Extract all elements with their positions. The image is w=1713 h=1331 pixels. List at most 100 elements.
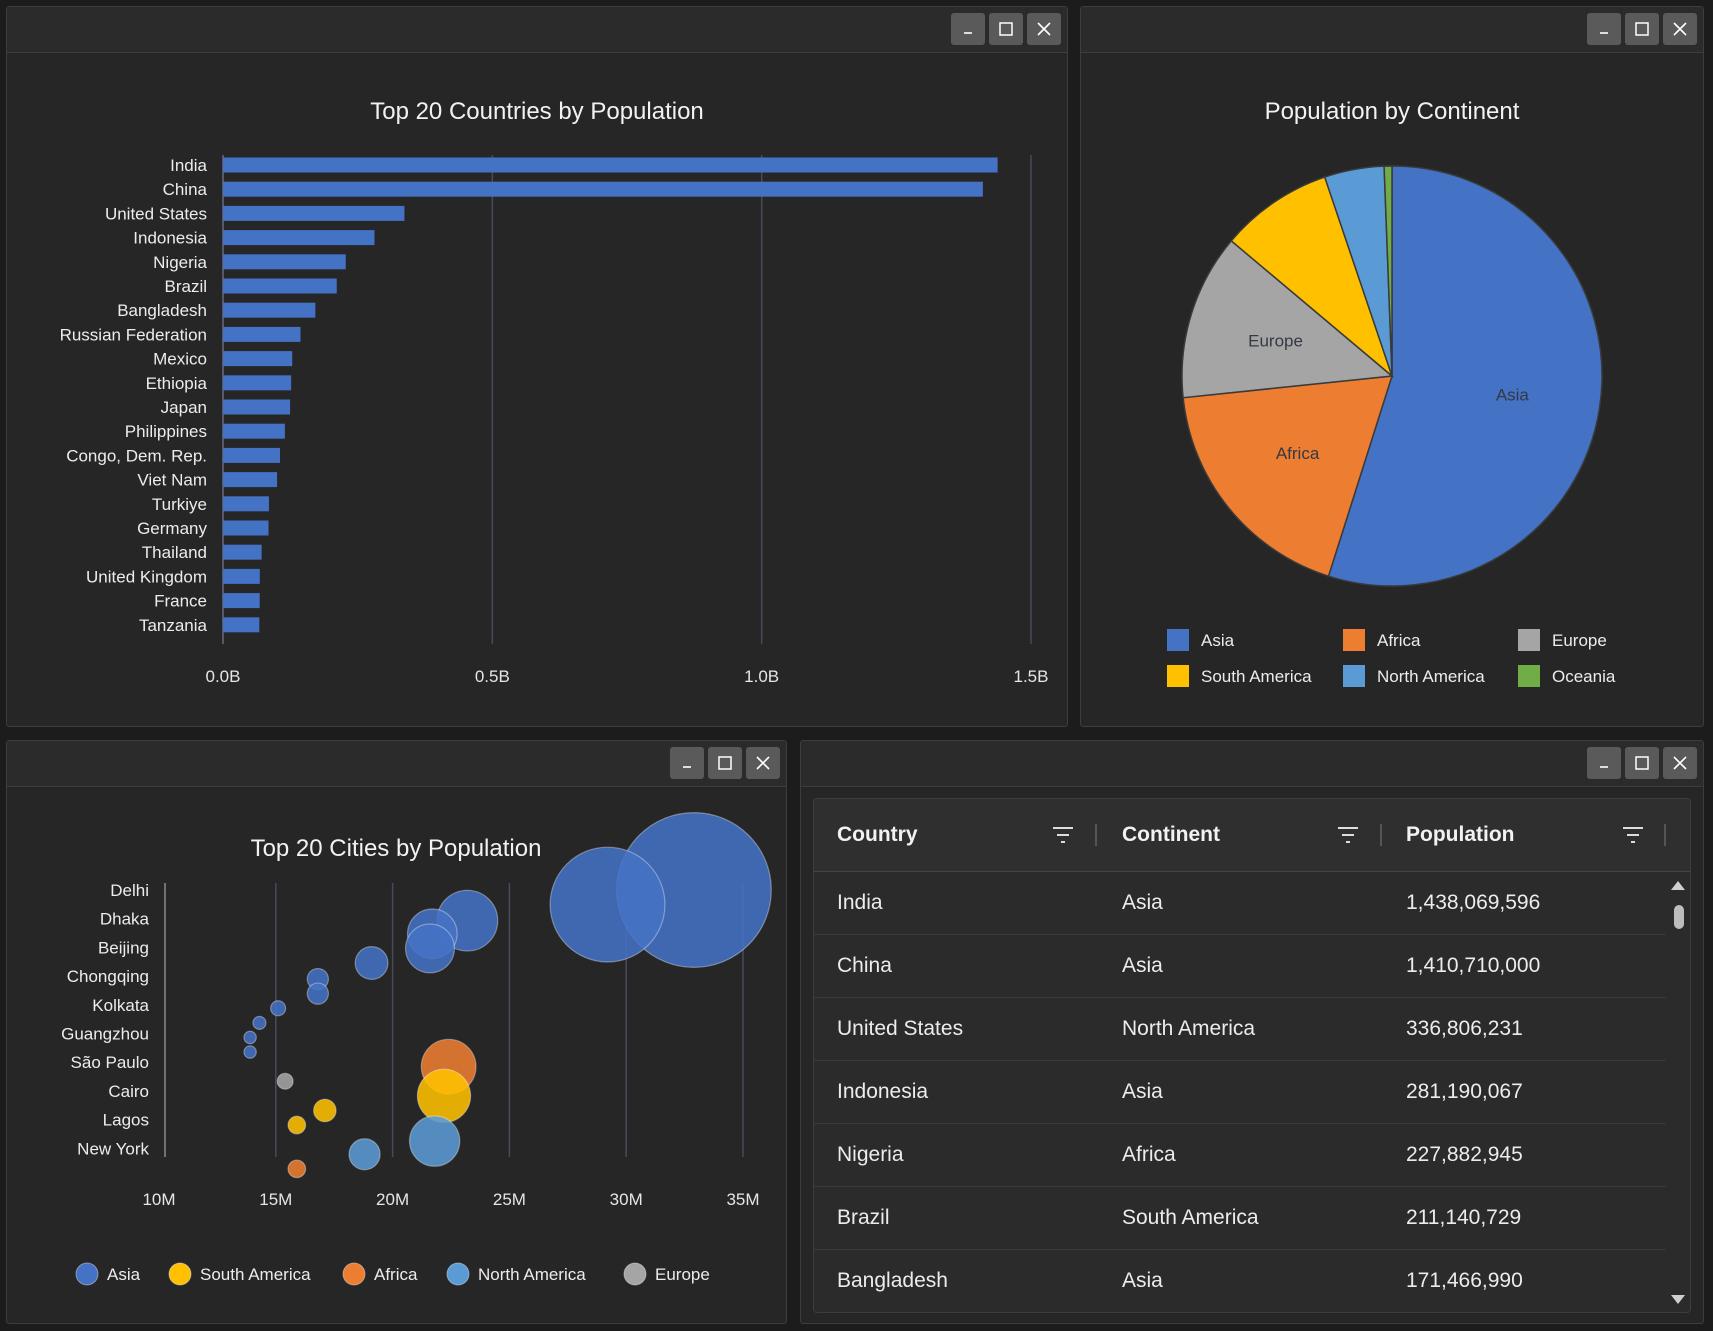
x-tick-label: 10M <box>142 1190 175 1209</box>
filter-icon[interactable] <box>1622 825 1644 845</box>
cell-continent: North America <box>1122 1017 1256 1040</box>
minimize-button[interactable] <box>1587 747 1621 779</box>
table-row[interactable]: India Asia 1,438,069,596 <box>814 872 1666 935</box>
y-tick-label: Chongqing <box>67 967 149 986</box>
panel-titlebar[interactable] <box>801 741 1703 787</box>
bar <box>223 472 278 488</box>
pie-slice <box>1383 165 1393 377</box>
legend-label: South America <box>1201 667 1312 686</box>
cell-population: 1,438,069,596 <box>1406 891 1541 914</box>
bar-chart: Top 20 Countries by Population 0.0B 0.5B 1… <box>60 98 1049 686</box>
minimize-icon <box>964 32 972 34</box>
y-tick-label: France <box>154 592 207 611</box>
legend-marker <box>446 1262 470 1286</box>
column-header-country[interactable]: Country <box>837 799 1097 871</box>
y-tick-label: Philippines <box>125 422 207 441</box>
table-row[interactable]: Bangladesh Asia 171,466,990 <box>814 1250 1666 1312</box>
cell-country: Nigeria <box>837 1143 904 1166</box>
y-tick-label: Ethiopia <box>146 374 208 393</box>
bar <box>223 447 280 463</box>
bar <box>223 326 301 342</box>
legend-label: Europe <box>655 1265 710 1284</box>
vertical-scrollbar[interactable] <box>1666 871 1690 1312</box>
column-resize-handle[interactable] <box>1664 824 1666 846</box>
close-icon <box>1673 756 1687 770</box>
minimize-button[interactable] <box>670 747 704 779</box>
column-resize-handle[interactable] <box>1095 824 1097 846</box>
x-tick-label: 25M <box>493 1190 526 1209</box>
table-row[interactable]: China Asia 1,410,710,000 <box>814 935 1666 998</box>
bar <box>223 351 293 367</box>
chart-title: Population by Continent <box>1265 98 1520 125</box>
bar <box>223 278 337 294</box>
table-row[interactable]: Indonesia Asia 281,190,067 <box>814 1061 1666 1124</box>
cell-continent: Asia <box>1122 1269 1163 1292</box>
legend-label: Europe <box>1552 631 1607 650</box>
y-tick-label: Russian Federation <box>60 325 207 344</box>
filter-icon[interactable] <box>1052 825 1074 845</box>
y-tick-label: Congo, Dem. Rep. <box>66 446 207 465</box>
close-button[interactable] <box>1027 13 1061 45</box>
table-row[interactable]: Brazil South America 211,140,729 <box>814 1187 1666 1250</box>
legend-marker <box>342 1262 366 1286</box>
close-button[interactable] <box>1663 13 1697 45</box>
column-header-population[interactable]: Population <box>1406 799 1666 871</box>
cell-population: 336,806,231 <box>1406 1017 1523 1040</box>
close-button[interactable] <box>1663 747 1697 779</box>
pie-slice <box>1327 165 1603 587</box>
scroll-down-icon[interactable] <box>1670 1294 1686 1306</box>
panel-titlebar[interactable] <box>7 7 1067 53</box>
bar <box>223 520 269 536</box>
maximize-icon <box>718 756 732 770</box>
bubble <box>313 1098 337 1123</box>
bubble <box>243 1030 257 1045</box>
bubble <box>276 1072 294 1090</box>
cell-population: 1,410,710,000 <box>1406 954 1541 977</box>
table-row[interactable]: United States North America 336,806,231 <box>814 998 1666 1061</box>
minimize-icon <box>1600 766 1608 768</box>
x-tick-label: 35M <box>726 1190 759 1209</box>
close-icon <box>1673 22 1687 36</box>
minimize-button[interactable] <box>951 13 985 45</box>
bar <box>223 157 998 173</box>
close-button[interactable] <box>746 747 780 779</box>
legend-label: South America <box>200 1265 311 1284</box>
legend-swatch <box>1167 629 1189 651</box>
bubble <box>354 946 389 980</box>
bar <box>223 181 983 197</box>
minimize-button[interactable] <box>1587 13 1621 45</box>
column-header-continent[interactable]: Continent <box>1122 799 1382 871</box>
continent-pie-panel: Population by Continent Asia Africa Europe… <box>1080 6 1704 727</box>
column-resize-handle[interactable] <box>1380 824 1382 846</box>
cell-country: China <box>837 954 892 977</box>
legend-marker <box>75 1262 99 1286</box>
x-tick-label: 15M <box>259 1190 292 1209</box>
maximize-button[interactable] <box>1625 747 1659 779</box>
panel-titlebar[interactable] <box>7 741 786 787</box>
column-header-label: Population <box>1406 823 1515 846</box>
cell-population: 211,140,729 <box>1406 1206 1522 1229</box>
scrollbar-thumb[interactable] <box>1674 905 1684 929</box>
column-header-label: Continent <box>1122 823 1220 846</box>
cell-population: 171,466,990 <box>1406 1269 1523 1292</box>
maximize-button[interactable] <box>1625 13 1659 45</box>
y-tick-label: United Kingdom <box>86 567 207 586</box>
maximize-button[interactable] <box>708 747 742 779</box>
legend-label: North America <box>478 1265 586 1284</box>
bar <box>223 399 291 415</box>
y-tick-label: Bangladesh <box>117 301 207 320</box>
filter-icon[interactable] <box>1337 825 1359 845</box>
table-row[interactable]: Nigeria Africa 227,882,945 <box>814 1124 1666 1187</box>
maximize-button[interactable] <box>989 13 1023 45</box>
pie-slice <box>1181 239 1394 399</box>
scroll-up-icon[interactable] <box>1670 879 1686 891</box>
y-tick-label: Mexico <box>153 350 207 369</box>
panel-titlebar[interactable] <box>1081 7 1703 53</box>
bar <box>223 617 260 633</box>
cell-continent: South America <box>1122 1206 1259 1229</box>
cell-population: 227,882,945 <box>1406 1143 1523 1166</box>
cities-bubble-panel: Top 20 Cities by Population 10M 15M 20M 25M… <box>6 740 787 1324</box>
bubble <box>306 982 330 1005</box>
cell-country: Bangladesh <box>837 1269 948 1292</box>
legend-swatch <box>1167 665 1189 687</box>
